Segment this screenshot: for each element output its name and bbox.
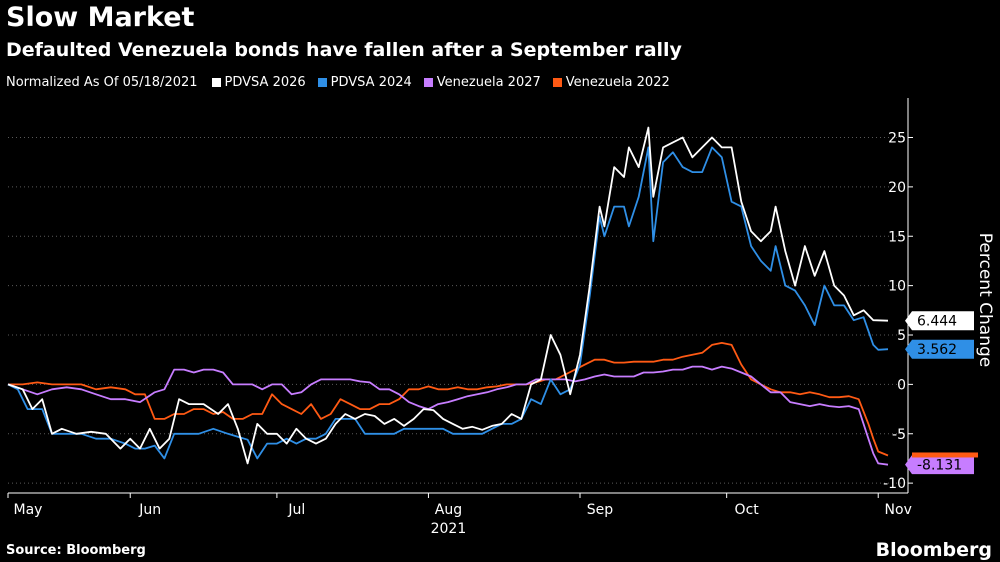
x-tick-label-nov: Nov — [885, 502, 912, 518]
source-note: Source: Bloomberg — [6, 543, 146, 558]
y-tick-label-10: 10 — [888, 279, 906, 295]
legend-swatch-venezuela-2027 — [423, 78, 433, 87]
legend-item-venezuela-2027: Venezuela 2027 — [423, 75, 541, 90]
legend-label-venezuela-2027: Venezuela 2027 — [436, 75, 541, 90]
end-label-venezuela-2027: -8.131 — [917, 458, 962, 474]
series-line-pdvsa-2026 — [7, 126, 889, 465]
y-tick-label--10: -10 — [883, 476, 906, 492]
legend-note: Normalized As Of 05/18/2021 — [6, 75, 198, 90]
legend-item-venezuela-2022: Venezuela 2022 — [552, 75, 670, 90]
bloomberg-logo: Bloomberg — [875, 539, 992, 561]
series-line-venezuela-2022 — [8, 342, 889, 457]
legend-item-pdvsa-2024: PDVSA 2024 — [317, 75, 412, 90]
y-tick-label--5: -5 — [892, 427, 906, 443]
y-tick-label-25: 25 — [888, 131, 906, 147]
end-label-box-pdvsa-2024 — [905, 339, 974, 359]
legend-label-pdvsa-2026: PDVSA 2026 — [224, 75, 306, 90]
end-marker-venezuela-2022 — [912, 452, 978, 458]
y-tick-label-5: 5 — [897, 328, 906, 344]
x-tick-label-sep: Sep — [587, 502, 614, 518]
series-line-pdvsa-2024 — [7, 146, 889, 460]
y-axis-title: Percent Change — [975, 233, 995, 367]
y-tick-label-0: 0 — [897, 377, 906, 393]
x-tick-label-jul: Jul — [287, 502, 305, 518]
end-label-pdvsa-2024: 3.562 — [917, 342, 957, 358]
end-label-box-venezuela-2027 — [905, 455, 974, 475]
x-tick-label-aug: Aug — [435, 502, 462, 518]
x-tick-label-jun: Jun — [138, 502, 161, 518]
x-tick-label-oct: Oct — [735, 502, 760, 518]
legend: Normalized As Of 05/18/2021 PDVSA 2026 P… — [6, 75, 682, 90]
y-tick-label-15: 15 — [888, 229, 906, 245]
series-line-venezuela-2027 — [7, 365, 889, 466]
end-label-pdvsa-2026: 6.444 — [917, 314, 957, 330]
legend-swatch-pdvsa-2026 — [211, 78, 221, 87]
chart-title: Slow Market — [6, 2, 195, 33]
chart-subtitle: Defaulted Venezuela bonds have fallen af… — [6, 39, 682, 61]
legend-item-pdvsa-2026: PDVSA 2026 — [211, 75, 306, 90]
y-tick-label-20: 20 — [888, 180, 906, 196]
end-label-box-pdvsa-2026 — [905, 311, 974, 331]
x-tick-label-may: May — [14, 502, 43, 518]
legend-swatch-pdvsa-2024 — [317, 78, 327, 87]
legend-label-venezuela-2022: Venezuela 2022 — [565, 75, 670, 90]
legend-swatch-venezuela-2022 — [552, 78, 562, 87]
legend-label-pdvsa-2024: PDVSA 2024 — [330, 75, 412, 90]
x-year-label: 2021 — [431, 521, 467, 537]
